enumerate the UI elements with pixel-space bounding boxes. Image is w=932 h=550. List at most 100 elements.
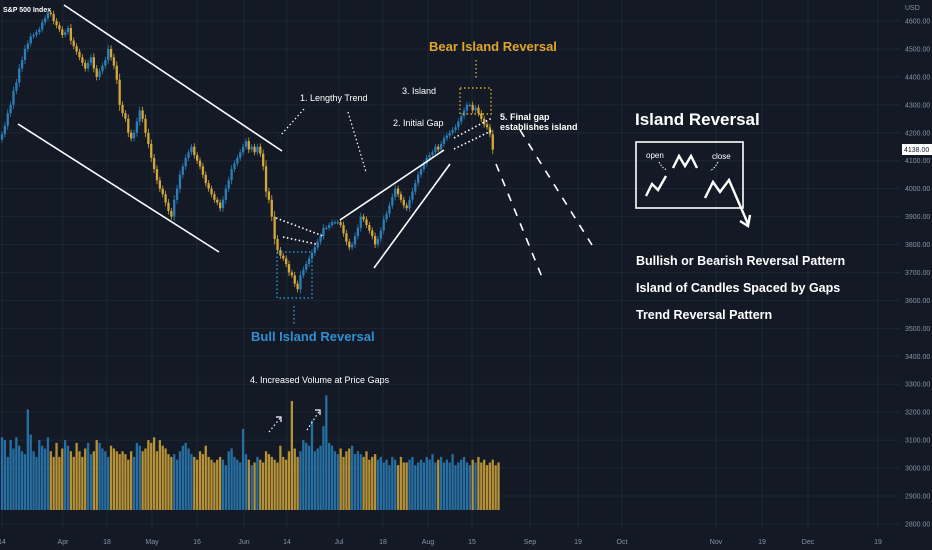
price-tick-label: 3500.00 [905,326,930,333]
time-tick-label: 14 [283,539,291,546]
bull-island-label: Bull Island Reversal [251,329,375,344]
candle-body [376,238,380,245]
volume-bar [29,434,32,510]
candle-body [411,191,414,200]
volume-bar [388,465,391,510]
volume-bar [55,442,58,510]
volume-bar [391,456,394,510]
volume-bar [221,459,225,510]
volume-bar [101,448,104,510]
volume-bar [345,451,348,510]
volume-bar [18,445,21,510]
candle-body [368,225,371,231]
volume-bar [253,462,256,510]
candle-body [15,82,18,91]
candle-body [3,125,7,135]
candle-body [445,135,448,139]
annotation-pointers [268,108,367,433]
volume-bar [488,462,492,510]
volume-bar [161,445,164,510]
volume-bar [339,448,342,510]
price-tick-label: 3000.00 [905,466,930,473]
candle-body [138,110,141,122]
volume-bar [61,448,64,510]
volume-bar [402,462,405,510]
candle-body [322,227,325,237]
candle-body [419,169,423,175]
volume-bar [193,456,196,510]
open-label: open [646,151,664,160]
volume-bar [155,451,159,510]
time-tick-label: 16 [193,539,201,546]
bear-island-box [459,87,492,115]
candle-body [201,166,205,175]
volume-label: 4. Increased Volume at Price Gaps [250,375,390,385]
candles [0,9,494,294]
volume-bar [147,440,150,510]
candle-body [336,222,339,224]
candle-body [442,138,446,144]
candle-body [236,157,239,164]
bull-gap-line-2 [282,236,317,245]
candle-body [173,199,176,217]
candle-body [196,155,199,161]
volume-bar [313,451,316,510]
bull-island-box [276,251,313,299]
bullet-3: Trend Reversal Pattern [636,308,772,322]
volume-bar [417,462,420,510]
pattern-arrow-head [739,214,752,228]
volume-bar [69,451,73,510]
time-tick-label: 19 [874,539,882,546]
volume-bar [293,448,296,510]
time-tick-label: May [145,539,159,546]
time-tick-label: 14 [0,539,6,546]
volume-bar [319,445,322,510]
volume-bar [325,395,328,510]
candle-body [167,202,170,211]
time-axis[interactable]: 14 Apr 18 May 16 Jun 14 Jul 18 Aug 15 Sep 19 Oct Nov 19… [0,539,882,546]
candle-body [58,25,61,30]
volume-bar [23,454,27,510]
candle-body [391,197,394,206]
candle-body [264,166,268,192]
candle-body [147,132,150,144]
time-tick-label: Nov [710,539,723,546]
time-tick-label: 18 [103,539,111,546]
candle-body [78,51,81,58]
candle-body [310,252,314,259]
volume-bar [457,462,460,510]
volume-bar [3,440,7,510]
volume-bar [379,456,382,510]
price-tick-label: 2800.00 [905,521,930,528]
candle-body [112,57,116,66]
candle-body [181,166,184,175]
candle-body [69,28,73,41]
volume-bar [72,456,75,510]
volume-bar [236,459,239,510]
volume-bar [399,456,403,510]
candle-body [345,233,348,242]
volume-bar [20,451,24,510]
volume-bar [135,442,139,510]
volume-bar [109,445,113,510]
volume-bar [445,459,448,510]
trend-lines [17,4,451,269]
volume-bar [150,442,153,510]
volume-bar [264,451,268,510]
volume-bar [336,454,339,510]
volume-bar [454,465,457,510]
candle-body [417,174,420,184]
time-tick-label: 19 [758,539,766,546]
time-tick-label: 19 [574,539,582,546]
candle-body [408,199,411,209]
volume-bar [175,459,179,510]
candle-body [348,241,351,248]
candle-body [204,174,207,184]
price-axis[interactable]: 4600.00 4500.00 4400.00 4300.00 4200.00 4100.… [905,19,930,529]
volume-bar [233,456,236,510]
volume-bar [210,459,213,510]
volume-bar [296,456,299,510]
candle-body [230,169,233,181]
candle-body [224,188,228,200]
volume-bar [198,451,202,510]
